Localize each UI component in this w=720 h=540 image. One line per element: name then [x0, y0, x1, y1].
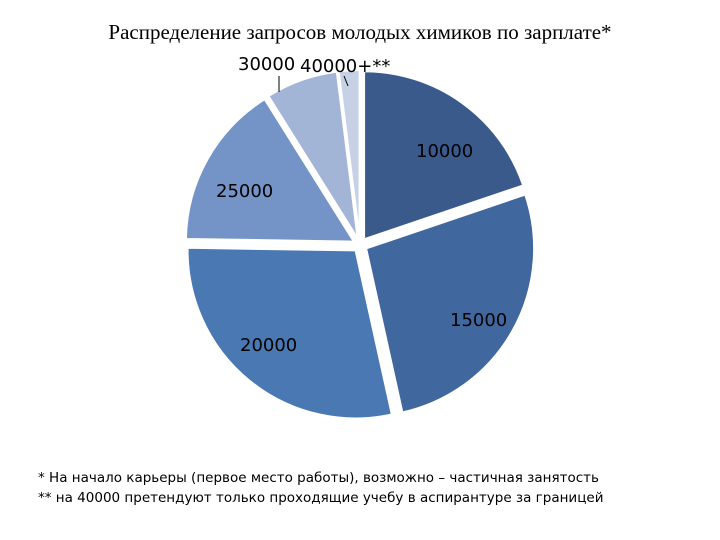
pie-slice-15000	[364, 193, 536, 414]
footnotes: * На начало карьеры (первое место работы…	[38, 468, 603, 508]
slice-label: 20000	[240, 335, 297, 356]
slice-label: 30000	[238, 54, 295, 75]
pie-slice-30000	[267, 70, 359, 239]
leader-line	[343, 75, 349, 87]
footnote-2: ** на 40000 претендуют только проходящие…	[38, 490, 604, 506]
slice-label: 10000	[416, 141, 473, 162]
footnote-1: * На начало карьеры (первое место работы…	[38, 470, 599, 486]
pie-slice-25000	[184, 97, 356, 243]
pie-slice-40000	[337, 69, 361, 239]
pie-slice-20000	[186, 246, 394, 420]
chart-title: Распределение запросов молодых химиков п…	[108, 20, 612, 44]
slice-label: 25000	[216, 181, 273, 202]
pie-slice-10000	[363, 70, 525, 241]
slice-label: 15000	[450, 310, 507, 331]
slice-label: 40000+**	[300, 56, 390, 77]
